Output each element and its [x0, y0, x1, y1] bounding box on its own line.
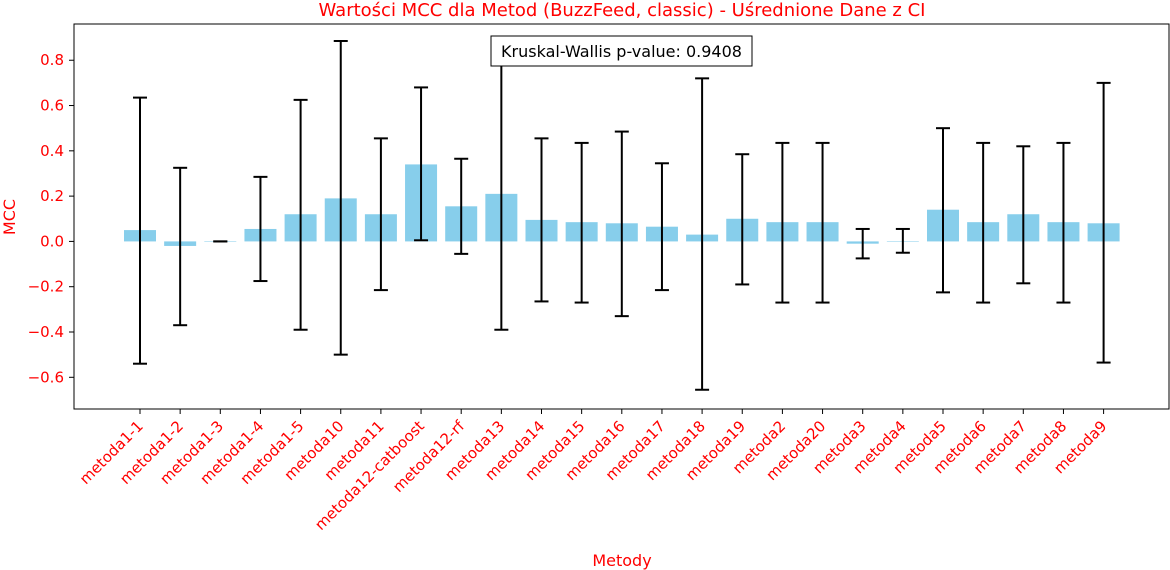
y-tick-label: 0.2 [40, 187, 64, 205]
y-tick-label: −0.2 [28, 278, 64, 296]
annotation-box [490, 35, 753, 67]
y-tick-label: 0.0 [40, 232, 64, 250]
error-bars-group [133, 39, 1111, 391]
y-tick-label: 0.4 [40, 142, 64, 160]
y-tick-label: −0.4 [28, 323, 64, 341]
x-axis-ticks: metoda1-1metoda1-2metoda1-3metoda1-4meto… [76, 409, 1110, 534]
chart-title: Wartości MCC dla Metod (BuzzFeed, classi… [319, 0, 926, 21]
stats-annotation: Kruskal-Wallis p-value: 0.9408 [490, 35, 753, 67]
y-tick-label: −0.6 [28, 368, 64, 386]
y-tick-label: 0.6 [40, 97, 64, 115]
y-axis-label: MCC [0, 199, 19, 235]
x-axis-label: Metody [592, 551, 651, 570]
annotation-text: Kruskal-Wallis p-value: 0.9408 [501, 42, 742, 61]
y-axis-ticks: −0.6 −0.4 −0.2 0.0 0.2 0.4 0.6 0.8 [28, 51, 74, 386]
y-tick-label: 0.8 [40, 51, 64, 69]
